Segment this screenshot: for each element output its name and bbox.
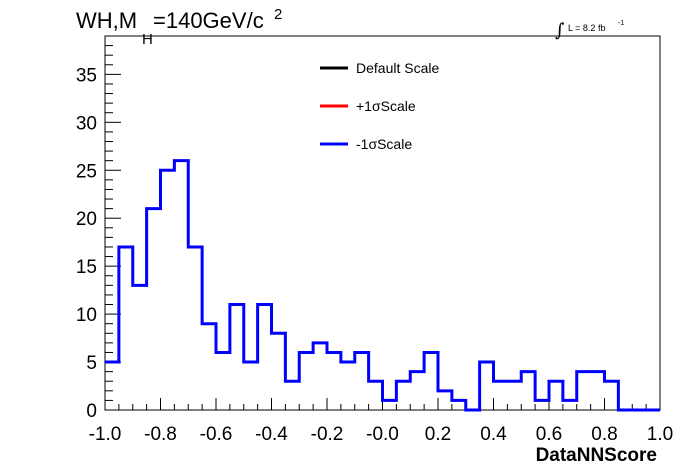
y-tick-label: 30: [76, 113, 97, 134]
histogram-series: [105, 159, 660, 412]
x-tick-label: -0.0: [366, 424, 399, 445]
y-tick-label: 35: [76, 65, 97, 86]
axes: -1.0 -0.8 -0.6 -0.4 -0.2 -0.0 0.2 0.4 0.6 0.8 1.0 0…: [76, 45, 673, 445]
luminosity-superscript: -1: [618, 20, 624, 27]
x-tick-label: -0.6: [200, 424, 233, 445]
integral-symbol: ∫: [555, 20, 565, 41]
x-tick-label: -0.8: [144, 424, 177, 445]
y-tick-label: 25: [76, 161, 97, 182]
x-axis-label: DataNNScore: [536, 445, 657, 466]
y-tick-label: 20: [76, 209, 97, 230]
title-main: WH,M: [76, 8, 137, 33]
x-tick-label: -0.4: [255, 424, 288, 445]
x-tick-label: 0.6: [536, 424, 562, 445]
x-tick-label: -1.0: [89, 424, 122, 445]
x-tick-label: 0.8: [591, 424, 617, 445]
legend-label: +1σScale: [356, 98, 416, 114]
title-subscript: H: [142, 31, 153, 48]
x-tick-label: -0.2: [311, 424, 344, 445]
y-tick-label: 10: [76, 305, 97, 326]
luminosity-text: L = 8.2 fb: [568, 23, 605, 33]
legend: Default Scale +1σScale -1σScale: [320, 60, 439, 152]
histogram-line: [105, 159, 660, 412]
legend-label: -1σScale: [356, 136, 412, 152]
chart-title: WH,M H =140GeV/c 2: [76, 6, 282, 48]
y-tick-label: 0: [86, 401, 97, 422]
x-tick-label: 0.2: [425, 424, 451, 445]
legend-label: Default Scale: [356, 60, 439, 76]
x-tick-label: 1.0: [647, 424, 673, 445]
y-tick-label: 5: [86, 353, 97, 374]
y-tick-label: 15: [76, 257, 97, 278]
luminosity-label: ∫ L = 8.2 fb -1: [555, 20, 624, 41]
title-rest: =140GeV/c: [153, 8, 264, 33]
x-tick-label: 0.4: [480, 424, 507, 445]
title-superscript: 2: [274, 6, 282, 23]
